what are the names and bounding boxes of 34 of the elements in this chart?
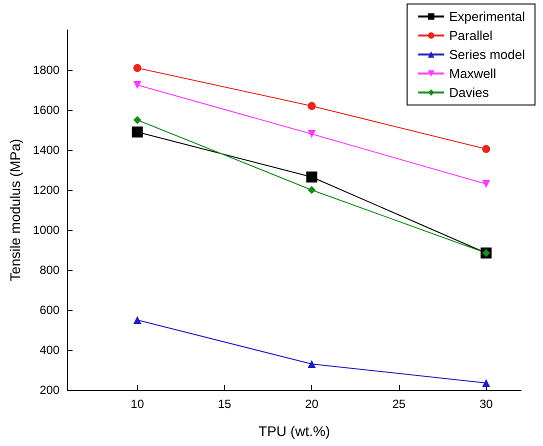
point <box>306 172 318 182</box>
x-tick-label: 25 <box>392 397 406 411</box>
y-tick-label: 1000 <box>32 223 60 237</box>
point <box>308 130 316 138</box>
y-axis-title: Tensile modulus (MPa) <box>7 138 23 282</box>
point <box>482 379 490 387</box>
point <box>133 64 142 72</box>
point <box>308 186 316 194</box>
point <box>482 180 490 188</box>
point <box>482 145 490 153</box>
point <box>133 316 142 324</box>
y-tick-label: 1400 <box>32 143 60 157</box>
legend-label: Experimental <box>449 9 526 24</box>
point <box>133 81 142 89</box>
x-axis-title: TPU (wt.%) <box>258 423 330 439</box>
x-tick-label: 30 <box>479 397 494 411</box>
legend-label: Davies <box>449 85 490 100</box>
legend-label: Series model <box>449 47 526 62</box>
legend-label: Maxwell <box>449 66 496 81</box>
point <box>132 126 143 138</box>
point <box>308 102 316 110</box>
y-tick-label: 800 <box>40 263 60 277</box>
x-tick-label: 10 <box>130 397 144 411</box>
point <box>308 360 316 368</box>
y-tick-label: 1600 <box>32 103 60 117</box>
legend-label: Parallel <box>449 28 493 43</box>
y-tick-label: 200 <box>40 383 60 397</box>
y-tick-label: 1200 <box>32 183 60 197</box>
x-tick-label: 20 <box>305 397 319 411</box>
point <box>133 116 142 124</box>
x-tick-label: 15 <box>218 397 232 411</box>
y-tick-label: 1800 <box>32 63 60 77</box>
y-tick-label: 600 <box>40 303 60 317</box>
y-tick-label: 400 <box>40 343 60 357</box>
